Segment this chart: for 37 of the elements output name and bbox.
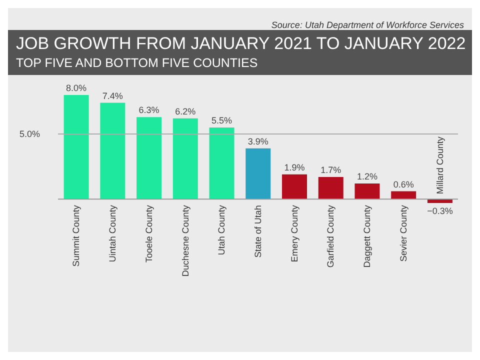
ref-line-label: 5.0% — [19, 129, 40, 140]
x-tick-label: Duchesne County — [180, 204, 190, 277]
data-label: 6.2% — [175, 106, 196, 116]
bar — [246, 148, 271, 200]
source-note: Source: Utah Department of Workforce Services — [271, 20, 464, 30]
x-tick-label: Sevier County — [398, 204, 408, 262]
data-label: 1.9% — [284, 162, 305, 172]
x-tick-label: Tooele County — [144, 204, 154, 263]
bar — [391, 191, 416, 200]
x-tick-label: State of Utah — [253, 205, 263, 258]
x-tick-label: Daggett County — [362, 204, 372, 268]
bar — [100, 102, 126, 200]
x-tick-label: Emery County — [289, 204, 300, 262]
bar — [64, 95, 89, 200]
data-label: 8.0% — [66, 83, 87, 93]
x-tick-label: Summit County — [71, 204, 82, 267]
bar — [136, 117, 162, 200]
x-tick-label: Utah County — [216, 204, 227, 256]
bar — [209, 128, 234, 200]
data-label: 5.5% — [212, 116, 232, 126]
x-tick-label: Garfield County — [326, 204, 336, 268]
bar — [282, 174, 307, 200]
data-label: 1.7% — [320, 164, 342, 175]
bar — [172, 118, 198, 200]
data-label: 7.4% — [102, 90, 123, 101]
chart-subtitle: TOP FIVE AND BOTTOM FIVE COUNTIES — [16, 55, 259, 71]
bar — [318, 176, 344, 200]
bar — [354, 183, 380, 200]
x-tick-label: Millard County — [434, 136, 445, 194]
x-tick-label: Uintah County — [108, 204, 118, 262]
data-label: 3.9% — [248, 136, 268, 146]
bar — [427, 199, 452, 203]
data-label: 0.6% — [393, 179, 414, 190]
data-label: −0.3% — [427, 206, 453, 216]
data-label: 1.2% — [356, 171, 378, 182]
data-label: 6.3% — [138, 105, 160, 116]
chart-title: JOB GROWTH FROM JANUARY 2021 TO JANUARY 2022 — [16, 33, 466, 55]
